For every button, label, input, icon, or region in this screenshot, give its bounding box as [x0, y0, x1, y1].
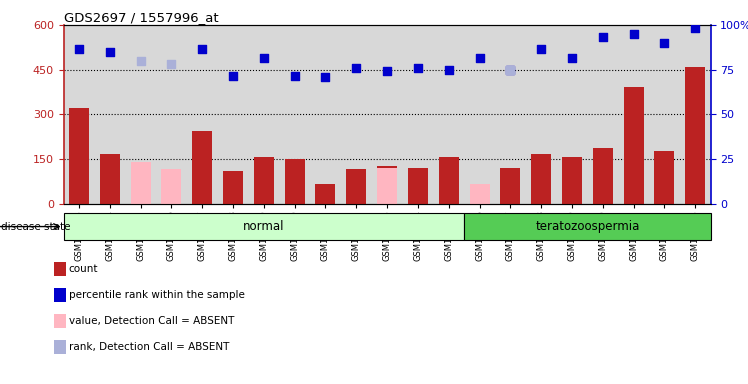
Text: percentile rank within the sample: percentile rank within the sample — [69, 290, 245, 300]
Point — [350, 65, 362, 71]
Point — [135, 58, 147, 64]
Text: count: count — [69, 264, 98, 274]
Point — [443, 66, 455, 73]
Bar — [500, 168, 521, 204]
Text: value, Detection Call = ABSENT: value, Detection Call = ABSENT — [69, 316, 234, 326]
Bar — [438, 157, 459, 204]
Point — [289, 73, 301, 79]
Bar — [685, 67, 705, 204]
Point — [473, 55, 485, 61]
Point — [196, 46, 208, 52]
Point — [689, 25, 701, 31]
Text: normal: normal — [243, 220, 284, 233]
Text: rank, Detection Call = ABSENT: rank, Detection Call = ABSENT — [69, 342, 229, 352]
Bar — [562, 157, 582, 204]
Bar — [408, 168, 428, 204]
Bar — [624, 88, 643, 204]
Point — [658, 40, 670, 46]
Point — [535, 46, 547, 52]
Bar — [592, 149, 613, 204]
Point — [258, 55, 270, 61]
Point — [504, 66, 516, 73]
Bar — [464, 213, 711, 240]
Point — [504, 66, 516, 73]
Bar — [69, 108, 89, 204]
Point — [319, 74, 331, 80]
Bar — [654, 151, 675, 204]
Text: GDS2697 / 1557996_at: GDS2697 / 1557996_at — [64, 11, 218, 24]
Text: teratozoospermia: teratozoospermia — [535, 220, 640, 233]
Point — [165, 61, 177, 67]
Point — [227, 73, 239, 79]
Bar — [377, 168, 397, 204]
Bar — [377, 166, 397, 204]
Bar — [192, 131, 212, 204]
Point — [566, 55, 578, 61]
Bar — [254, 157, 274, 204]
Point — [597, 34, 609, 40]
Bar — [346, 169, 367, 204]
Bar — [285, 159, 304, 204]
Bar — [531, 154, 551, 204]
Bar — [162, 169, 182, 204]
Point — [73, 46, 85, 52]
Bar — [131, 162, 150, 204]
Bar — [64, 213, 464, 240]
Point — [381, 68, 393, 74]
Bar — [470, 184, 489, 204]
Bar — [223, 171, 243, 204]
Point — [412, 65, 424, 71]
Bar — [316, 184, 336, 204]
Bar — [99, 154, 120, 204]
Point — [628, 31, 640, 37]
Text: disease state: disease state — [1, 222, 70, 232]
Point — [104, 49, 116, 55]
